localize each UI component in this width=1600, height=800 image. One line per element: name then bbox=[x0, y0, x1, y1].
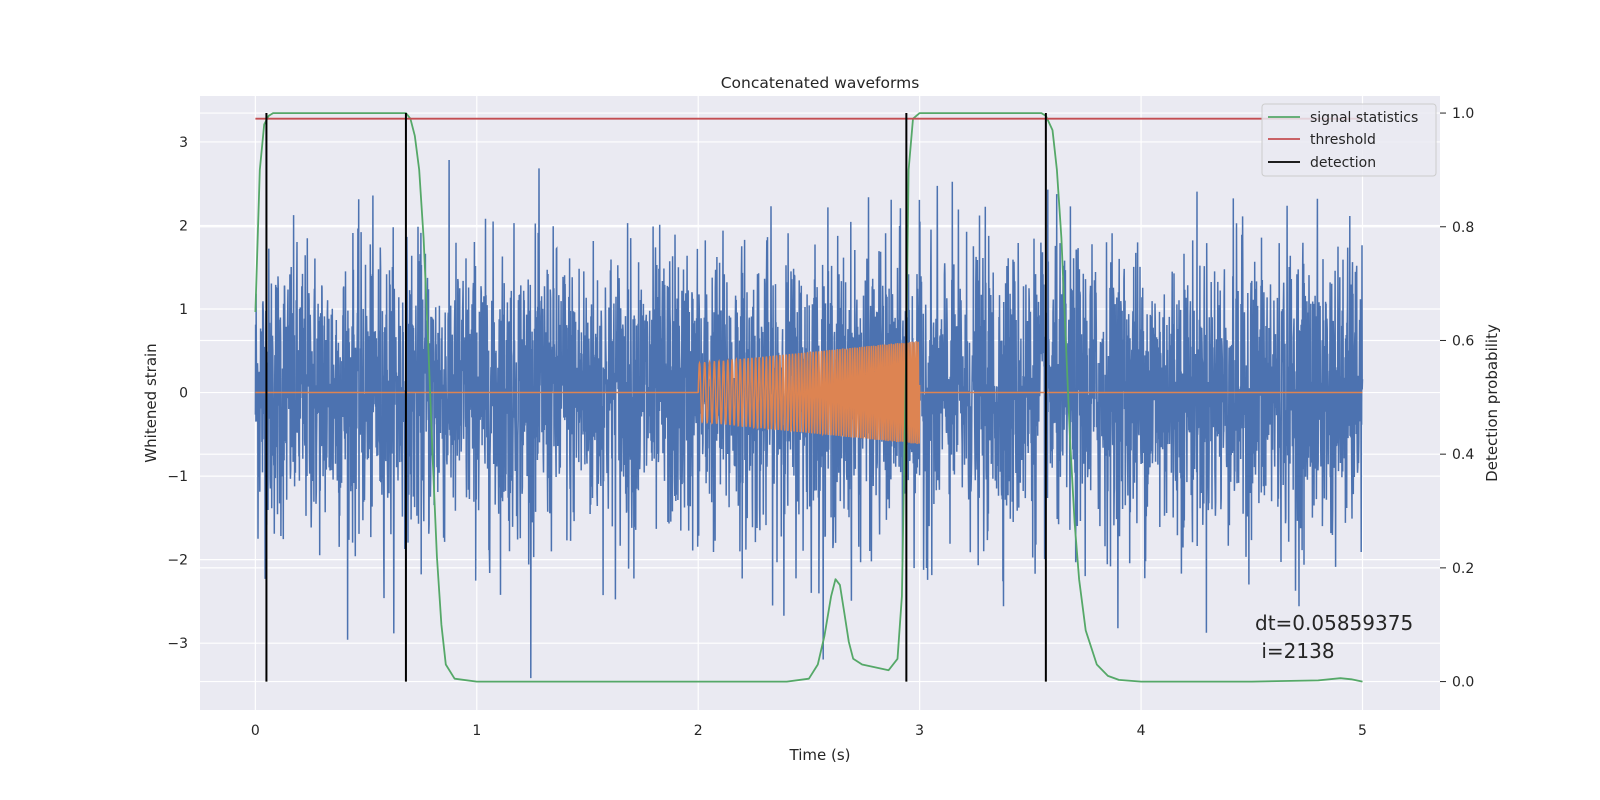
chart-title: Concatenated waveforms bbox=[721, 74, 920, 92]
x-tick-label: 2 bbox=[694, 723, 703, 739]
annotation-index: i=2138 bbox=[1255, 639, 1335, 663]
y-tick-label: 2 bbox=[179, 218, 188, 234]
legend-box bbox=[1261, 103, 1437, 177]
legend-label-threshold: threshold bbox=[1310, 132, 1376, 148]
y-tick-label: −2 bbox=[167, 553, 188, 569]
x-tick-label: 5 bbox=[1358, 723, 1367, 739]
y2-tick-label: 0.2 bbox=[1452, 561, 1474, 577]
x-tick-label: 4 bbox=[1137, 723, 1146, 739]
series-template bbox=[255, 340, 1363, 445]
y-tick-label: 1 bbox=[179, 302, 188, 318]
y2-tick-label: 1.0 bbox=[1452, 106, 1474, 122]
legend-label-signal-statistics: signal statistics bbox=[1310, 110, 1418, 126]
series-layer bbox=[254, 112, 1364, 683]
x-tick-label: 0 bbox=[251, 723, 260, 739]
x-tick-label: 3 bbox=[915, 723, 924, 739]
y-tick-label: −3 bbox=[167, 636, 188, 652]
y2-axis-label: Detection probability bbox=[1483, 324, 1501, 482]
y2-tick-label: 0.8 bbox=[1452, 220, 1474, 236]
y2-tick-label: 0.6 bbox=[1452, 333, 1474, 349]
y2-tick-label: 0.0 bbox=[1452, 675, 1474, 691]
annotation-dt: dt=0.05859375 bbox=[1255, 611, 1413, 635]
y-axis-label: Whitened strain bbox=[142, 343, 160, 462]
y-tick-label: 0 bbox=[179, 386, 188, 402]
series-signal-statistics bbox=[254, 112, 1363, 683]
x-tick-label: 1 bbox=[472, 723, 481, 739]
y-tick-label: 3 bbox=[179, 135, 188, 151]
y2-tick-label: 0.4 bbox=[1452, 447, 1474, 463]
legend: signal statistics threshold detection bbox=[1261, 103, 1437, 177]
y-tick-label: −1 bbox=[167, 469, 188, 485]
legend-label-detection: detection bbox=[1310, 155, 1376, 171]
x-axis-label: Time (s) bbox=[789, 746, 851, 764]
axes: 0 1 2 3 4 5 −3 −2 −1 0 1 2 3 0.0 0.2 0.4 0.6 0.8 1.0 bbox=[167, 106, 1474, 739]
